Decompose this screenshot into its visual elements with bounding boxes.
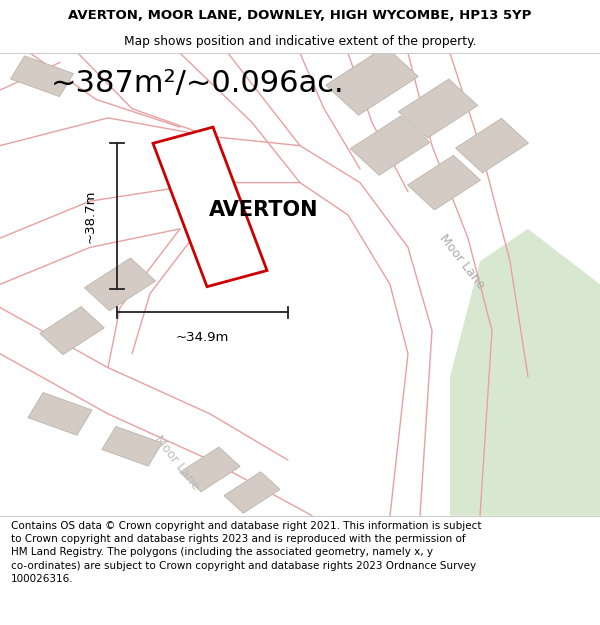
Polygon shape [180, 447, 240, 492]
Text: ~34.9m: ~34.9m [176, 331, 229, 344]
Text: ~38.7m: ~38.7m [83, 189, 97, 243]
Polygon shape [102, 426, 162, 466]
Polygon shape [11, 56, 73, 97]
Polygon shape [407, 156, 481, 210]
Polygon shape [326, 46, 418, 115]
Text: Contains OS data © Crown copyright and database right 2021. This information is : Contains OS data © Crown copyright and d… [11, 521, 481, 584]
Polygon shape [85, 258, 155, 311]
Polygon shape [40, 307, 104, 354]
Polygon shape [28, 392, 92, 435]
Polygon shape [398, 79, 478, 138]
Text: Moor Lane: Moor Lane [437, 231, 487, 291]
Polygon shape [350, 116, 430, 175]
Text: Moor Lane: Moor Lane [152, 432, 202, 492]
Text: Map shows position and indicative extent of the property.: Map shows position and indicative extent… [124, 35, 476, 48]
Text: ~387m²/~0.096ac.: ~387m²/~0.096ac. [51, 69, 345, 98]
Text: AVERTON: AVERTON [209, 201, 319, 221]
Polygon shape [455, 118, 529, 173]
Text: AVERTON, MOOR LANE, DOWNLEY, HIGH WYCOMBE, HP13 5YP: AVERTON, MOOR LANE, DOWNLEY, HIGH WYCOMB… [68, 9, 532, 22]
Polygon shape [450, 229, 600, 516]
Polygon shape [153, 127, 267, 287]
Polygon shape [224, 472, 280, 513]
